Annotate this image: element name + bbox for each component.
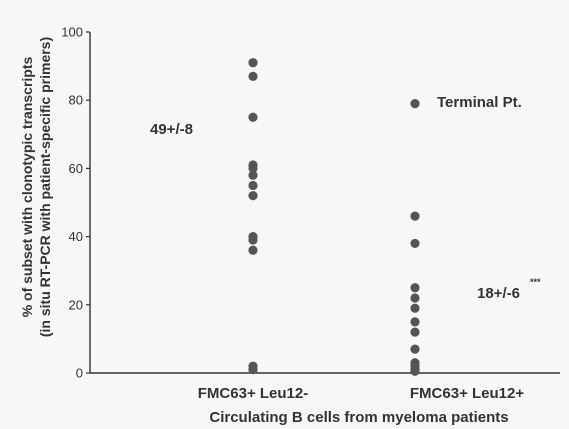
y-tick-label-0: 0 xyxy=(76,366,83,381)
data-point-group1-3 xyxy=(248,112,258,122)
data-point-group2-8 xyxy=(410,327,420,337)
y-tick-label-60: 60 xyxy=(69,161,83,176)
data-point-group1-13 xyxy=(248,364,258,375)
data-point-group1-7 xyxy=(248,180,258,191)
group2-significance-marker: *** xyxy=(530,277,541,287)
category-label-1: FMC63+ Leu12- xyxy=(198,385,308,402)
data-point-group2-7 xyxy=(410,317,420,327)
data-points xyxy=(248,58,420,376)
data-point-group1-11 xyxy=(248,245,258,255)
data-point-group2-9 xyxy=(410,344,420,354)
x-axis-label: Circulating B cells from myeloma patient… xyxy=(209,409,508,426)
data-point-group1-8 xyxy=(248,191,258,201)
y-tick-label-20: 20 xyxy=(69,297,83,312)
data-point-group1-6 xyxy=(248,170,258,180)
data-point-group2-13 xyxy=(410,366,420,376)
y-axis-label: % of subset with clonotypic transcripts … xyxy=(19,37,53,337)
data-point-group2-1 xyxy=(410,99,420,109)
terminal-patient-label: Terminal Pt. xyxy=(437,94,522,111)
data-point-group2-5 xyxy=(410,293,420,303)
y-ticks: 0 20 40 60 80 100 xyxy=(61,25,90,381)
data-point-group1-2 xyxy=(248,71,258,81)
data-point-group2-6 xyxy=(410,303,420,313)
group2-stat-annotation: 18+/-6 xyxy=(477,285,520,302)
data-point-group2-2 xyxy=(410,211,420,221)
group1-stat-annotation: 49+/-8 xyxy=(150,121,193,138)
data-point-group2-3 xyxy=(410,238,420,249)
data-point-group1-10 xyxy=(248,235,258,245)
y-axis-label-line-2: (in situ RT-PCR with patient-specific pr… xyxy=(37,37,53,337)
y-tick-label-80: 80 xyxy=(69,93,83,108)
category-label-2: FMC63+ Leu12+ xyxy=(410,385,524,402)
y-tick-label-40: 40 xyxy=(69,229,83,244)
y-axis-label-line-1: % of subset with clonotypic transcripts xyxy=(19,56,35,317)
data-point-group2-4 xyxy=(410,283,420,293)
data-point-group1-5 xyxy=(248,163,258,173)
data-point-group1-1 xyxy=(248,58,258,68)
y-tick-label-100: 100 xyxy=(61,25,83,40)
